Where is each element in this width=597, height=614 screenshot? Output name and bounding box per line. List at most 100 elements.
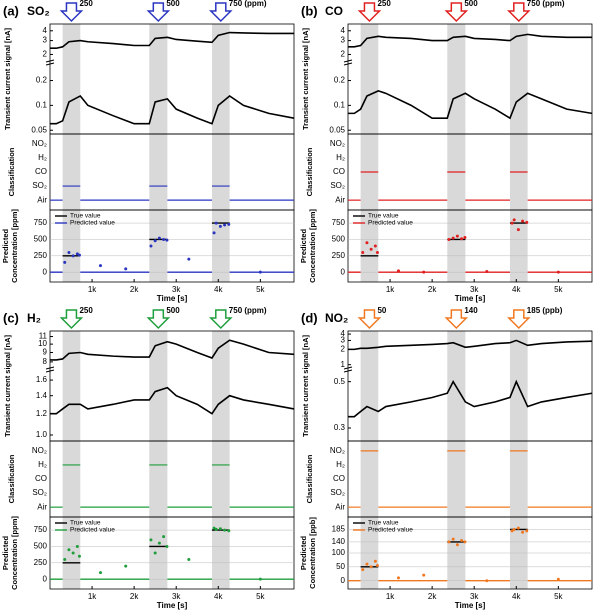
- class-label: Air: [37, 195, 47, 204]
- axis-break: [343, 369, 353, 373]
- y-axis-label: Concentration [ppm]: [10, 209, 19, 283]
- exposure-band: [211, 24, 230, 282]
- class-label: Air: [37, 502, 47, 511]
- exposure-band: [62, 331, 81, 589]
- plot-frame: [49, 209, 295, 283]
- predicted-point: [223, 528, 227, 532]
- plot-frame: [347, 23, 593, 135]
- y-tick-label: 0.1: [36, 100, 48, 109]
- predicted-point: [485, 270, 489, 274]
- exposure-band: [509, 24, 528, 282]
- predicted-point: [149, 538, 153, 542]
- predicted-point: [67, 548, 71, 552]
- predicted-point: [485, 579, 489, 583]
- predicted-point: [451, 236, 455, 240]
- dose-label: 750 (ppm): [527, 0, 565, 8]
- predicted-point: [375, 251, 379, 255]
- y-tick-label: 0.2: [334, 76, 346, 85]
- class-label: NO₂: [330, 139, 345, 148]
- exposure-band: [149, 24, 168, 282]
- predicted-point: [447, 237, 451, 241]
- predicted-point: [153, 239, 157, 243]
- predicted-point: [516, 228, 520, 232]
- x-tick-label: 2k: [130, 285, 139, 294]
- exposure-band: [509, 331, 528, 589]
- predicted-point: [77, 554, 81, 558]
- predicted-point: [77, 253, 81, 257]
- predicted-point: [422, 270, 426, 274]
- legend-label: Predicted value: [70, 527, 115, 534]
- x-axis-label: Time [s]: [157, 294, 188, 303]
- y-tick-label: 10: [38, 339, 47, 348]
- signal-line: [348, 33, 592, 48]
- x-tick-label: 3k: [172, 592, 181, 601]
- legend-label: True value: [368, 213, 399, 220]
- y-tick-label: 250: [34, 251, 48, 260]
- dose-arrow: [357, 2, 382, 23]
- signal-line: [50, 94, 295, 125]
- predicted-point: [258, 577, 262, 581]
- y-axis-label: Concentration [ppm]: [10, 516, 19, 590]
- axis-break: [343, 366, 353, 370]
- predicted-point: [75, 544, 79, 548]
- dose-label: 250: [377, 0, 391, 8]
- dose-arrow: [444, 2, 469, 23]
- y-tick-label: 140: [332, 537, 346, 546]
- y-tick-label: 500: [34, 235, 48, 244]
- predicted-point: [187, 558, 191, 562]
- legend-label: Predicted value: [368, 220, 413, 227]
- predicted-point: [214, 221, 218, 225]
- predicted-point: [149, 244, 153, 248]
- panel-gas: SO₂: [27, 4, 50, 18]
- y-tick-label: 8: [43, 357, 48, 366]
- y-axis-label: Classification: [7, 454, 16, 503]
- exposure-band: [447, 331, 466, 589]
- class-label: Air: [335, 195, 345, 204]
- predicted-point: [460, 237, 464, 241]
- y-tick-label: 0.1: [334, 100, 346, 109]
- x-tick-label: 3k: [470, 592, 479, 601]
- axis-break: [45, 369, 55, 373]
- predicted-point: [525, 220, 529, 224]
- class-label: NO₂: [32, 446, 47, 455]
- y-tick-label: 0.05: [31, 125, 47, 134]
- plot-frame: [347, 440, 593, 518]
- y-tick-label: 2: [43, 50, 48, 59]
- axis-break: [45, 366, 55, 370]
- predicted-point: [98, 571, 102, 575]
- x-tick-label: 4k: [214, 285, 223, 294]
- predicted-point: [218, 224, 222, 228]
- plot-frame: [49, 516, 295, 590]
- y-tick-label: 250: [332, 251, 346, 260]
- dose-arrow: [506, 309, 531, 330]
- predicted-point: [396, 269, 400, 273]
- x-tick-label: 2k: [428, 592, 437, 601]
- predicted-point: [422, 573, 426, 577]
- x-tick-label: 3k: [470, 285, 479, 294]
- plot-frame: [49, 23, 295, 135]
- x-tick-label: 1k: [88, 592, 97, 601]
- predicted-point: [124, 564, 128, 568]
- legend-label: Predicted value: [368, 527, 413, 534]
- predicted-point: [162, 535, 166, 539]
- predicted-point: [463, 540, 467, 544]
- predicted-point: [369, 247, 373, 251]
- dose-label: 140: [464, 306, 478, 315]
- y-tick-label: 4: [341, 329, 346, 338]
- x-tick-label: 4k: [512, 592, 521, 601]
- y-tick-label: 3: [341, 36, 346, 45]
- class-label: H₂: [38, 460, 47, 469]
- predicted-point: [455, 543, 459, 547]
- predicted-point: [521, 219, 525, 223]
- x-tick-label: 2k: [428, 285, 437, 294]
- legend-label: True value: [70, 520, 101, 527]
- x-tick-label: 4k: [512, 285, 521, 294]
- y-axis-label: Predicted: [299, 228, 308, 263]
- axis-break: [45, 62, 55, 66]
- exposure-band: [211, 331, 230, 589]
- x-axis-label: Time [s]: [455, 601, 486, 610]
- y-axis-label: Transient current signal [nA]: [301, 334, 310, 437]
- predicted-point: [63, 260, 67, 264]
- dose-label: 185 (ppb): [527, 306, 563, 315]
